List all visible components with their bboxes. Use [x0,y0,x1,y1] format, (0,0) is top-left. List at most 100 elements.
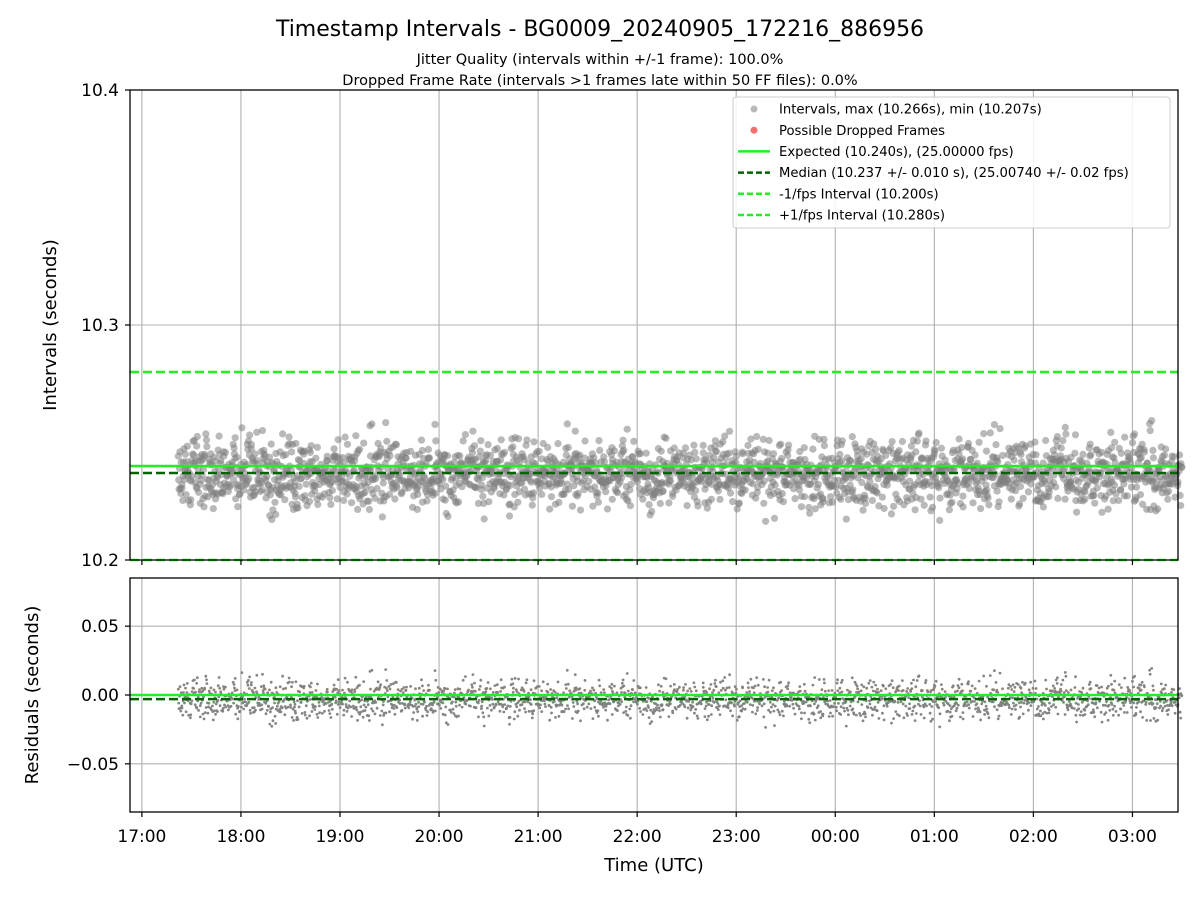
interval-point [202,430,210,438]
residual-point [382,714,386,717]
interval-point [618,474,626,482]
residual-point [525,678,529,682]
residual-point [1009,685,1013,688]
residual-point [514,688,518,692]
interval-point [193,432,201,441]
residual-point [792,691,795,695]
residual-point [1130,699,1134,703]
residual-point [743,707,747,711]
residual-point [585,705,589,709]
residual-point [626,714,630,717]
figure-subtitle-dropped: Dropped Frame Rate (intervals >1 frames … [342,73,857,89]
residual-point [991,700,995,704]
residual-point [237,705,240,708]
residual-point [655,708,659,712]
residual-point [800,717,803,721]
interval-point [272,510,280,519]
interval-point [1052,483,1060,491]
residual-point [281,687,285,691]
residual-point [893,700,897,703]
residual-point [1011,683,1015,687]
interval-point [194,465,202,473]
interval-point [238,424,246,432]
interval-point [692,487,700,495]
residual-point [400,687,404,691]
residual-point [667,704,670,707]
interval-point [443,452,452,460]
residual-point [366,703,370,707]
residual-point [520,703,524,707]
interval-point [666,477,675,485]
interval-point [1115,496,1123,505]
residual-point [705,718,709,722]
interval-point [246,431,254,439]
residual-point [877,690,880,694]
residual-point [579,719,582,723]
interval-point [1164,487,1173,495]
residual-point [956,684,960,687]
residual-point [1148,668,1151,672]
residual-point [1083,708,1087,712]
interval-point [485,498,493,506]
interval-point [971,451,979,459]
residual-point [354,675,358,679]
interval-point [479,492,487,500]
residual-point [759,695,763,699]
residual-point [431,703,434,707]
interval-point [719,438,727,446]
interval-point [969,499,977,507]
interval-point [233,453,241,461]
residual-point [618,703,622,706]
residual-point [906,714,909,717]
residual-point [1156,718,1160,722]
residual-point [422,689,426,692]
legend-label: Possible Dropped Frames [779,124,945,139]
interval-point [915,429,923,437]
residual-point [1034,687,1038,690]
residual-point [211,704,214,708]
residual-point [300,712,304,715]
residual-point [438,704,441,707]
residual-point [978,710,982,714]
interval-point [199,465,208,473]
residual-point [1021,712,1025,716]
residual-point [645,709,649,712]
interval-point [1031,438,1039,446]
interval-point [984,494,992,502]
interval-point [721,432,729,440]
residual-point [193,678,196,682]
residual-point [366,699,369,703]
residual-point [967,703,971,707]
residual-point [638,686,642,690]
residual-point [481,711,485,715]
residual-point [777,710,781,714]
residual-point [787,681,790,685]
residual-point [961,717,965,721]
residual-point [407,706,411,710]
interval-point [414,490,422,498]
interval-point [936,494,944,502]
residual-point [735,687,738,691]
residual-point [464,702,468,706]
interval-point [202,436,211,444]
residual-point [1059,683,1063,686]
interval-point [247,441,255,449]
residual-point [1095,684,1099,687]
residual-point [870,685,874,689]
residual-point [555,696,559,700]
residual-point [204,674,208,678]
residual-point [967,706,971,710]
residual-point [977,679,981,683]
residual-point [631,688,634,691]
interval-point [945,506,954,514]
residual-point [205,678,208,682]
residual-point [257,701,261,705]
interval-point [386,452,394,460]
residual-point [1108,708,1112,712]
residual-point [817,678,821,681]
residual-point [724,688,727,692]
x-tick-label: 20:00 [415,827,464,847]
residual-point [1122,704,1126,707]
residual-point [1066,708,1070,712]
residual-point [1074,701,1078,705]
